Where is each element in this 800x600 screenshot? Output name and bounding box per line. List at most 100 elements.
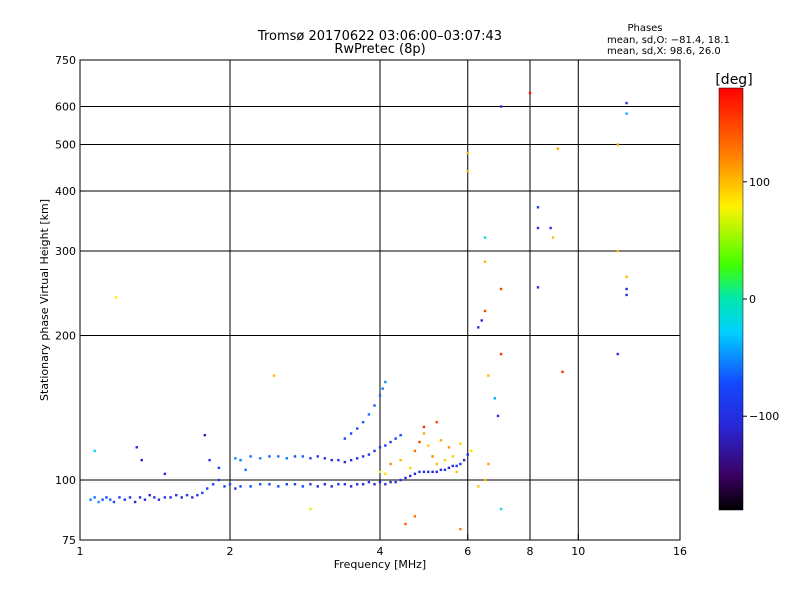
echo-point-s0-64 (447, 466, 451, 470)
echo-point-s1-4 (268, 455, 271, 458)
echo-point-s0-2 (97, 500, 100, 504)
echo-point-s0-53 (399, 478, 402, 482)
echo-point-s3-4 (413, 449, 417, 453)
echo-point-s0-13 (148, 493, 151, 497)
echo-point-s5-3 (480, 319, 483, 322)
echo-point-s0-46 (361, 483, 365, 486)
y-tick-label-750: 750 (55, 54, 76, 67)
echo-point-s4-3 (163, 472, 167, 476)
x-tick-label-8: 8 (527, 545, 534, 558)
echo-point-s0-29 (234, 487, 237, 490)
legend-title: Phases (627, 23, 662, 34)
echo-point-s0-52 (394, 480, 397, 484)
echo-point-s0-10 (133, 500, 137, 504)
echo-point-s0-25 (211, 483, 215, 486)
echo-point-s1-5 (277, 455, 280, 458)
echo-point-s0-68 (462, 458, 466, 462)
echo-point-s0-36 (293, 483, 297, 486)
echo-point-s2-8 (384, 380, 387, 384)
echo-point-s1-6 (285, 457, 288, 460)
y-tick-label-200: 200 (55, 330, 76, 343)
echo-point-s5-14 (536, 206, 540, 209)
echo-point-s4-5 (208, 458, 211, 462)
echo-point-s5-10 (499, 105, 503, 108)
echo-point-s3-3 (409, 466, 412, 470)
echo-point-s3-11 (443, 458, 447, 462)
echo-point-s1-17 (361, 455, 365, 458)
echo-point-s0-44 (349, 485, 353, 488)
colorbar-tick-label-100: 100 (749, 176, 770, 189)
echo-point-s5-16 (536, 286, 540, 289)
echo-point-s0-18 (175, 493, 178, 497)
echo-point-s3-2 (399, 458, 402, 462)
echo-point-s3-8 (431, 455, 434, 458)
echo-point-s3-1 (389, 462, 392, 466)
echo-point-s0-39 (316, 485, 319, 488)
echo-point-s1-10 (316, 455, 319, 458)
echo-point-s5-33 (470, 449, 473, 453)
echo-point-s1-9 (309, 457, 312, 460)
echo-point-s3-0 (378, 470, 382, 474)
y-tick-label-75: 75 (62, 534, 76, 547)
echo-point-s4-9 (217, 466, 221, 470)
echo-point-s5-18 (551, 236, 555, 239)
echo-point-s5-6 (483, 260, 487, 263)
echo-point-s4-10 (244, 468, 247, 472)
legend-line-x: mean, sd,X: 98.6, 26.0 (607, 46, 721, 57)
echo-point-s3-12 (447, 446, 451, 449)
echo-point-s5-13 (528, 91, 532, 95)
echo-point-s5-4 (483, 309, 487, 313)
echo-point-s5-23 (616, 352, 619, 356)
x-tick-label-2: 2 (227, 545, 234, 558)
plot-area-frame (79, 59, 681, 541)
echo-point-s0-19 (180, 496, 183, 499)
echo-point-s0-59 (427, 470, 430, 474)
y-tick-label-600: 600 (55, 101, 76, 114)
echo-point-s5-12 (499, 352, 503, 356)
echo-point-s0-3 (101, 498, 104, 501)
echo-point-s0-54 (404, 476, 407, 480)
x-tick-label-10: 10 (571, 545, 585, 558)
echo-point-s0-32 (259, 483, 262, 486)
echo-point-s5-19 (556, 147, 560, 150)
echo-point-s1-20 (378, 446, 382, 449)
echo-point-s0-41 (330, 485, 333, 488)
echo-point-s2-2 (355, 427, 359, 430)
echo-point-s1-0 (234, 457, 237, 460)
echo-point-s3-15 (459, 442, 462, 445)
echo-point-s4-6 (272, 374, 276, 377)
echo-point-s1-13 (337, 458, 340, 462)
echo-point-s5-9 (496, 414, 500, 418)
echo-point-s0-7 (118, 496, 121, 499)
echo-point-s0-5 (109, 498, 112, 501)
echo-point-s3-10 (439, 439, 443, 442)
echo-point-s0-48 (373, 483, 376, 486)
echo-point-s0-14 (153, 496, 156, 499)
echo-point-s0-9 (128, 496, 132, 499)
x-tick-label-6: 6 (464, 545, 471, 558)
echo-point-s0-50 (384, 483, 387, 486)
y-tick-label-300: 300 (55, 245, 76, 258)
echo-point-s0-61 (435, 470, 438, 474)
echo-point-s5-32 (487, 462, 490, 466)
echo-point-s4-7 (309, 507, 312, 511)
echo-point-s2-5 (373, 404, 376, 407)
echo-point-s1-2 (249, 455, 252, 458)
echo-point-s1-23 (394, 437, 397, 440)
echo-point-s0-55 (409, 474, 412, 478)
echo-point-s1-21 (384, 444, 387, 447)
echo-point-s1-18 (367, 453, 371, 456)
echo-point-s0-11 (138, 496, 142, 499)
echo-point-s0-21 (191, 496, 194, 499)
echo-point-s0-16 (163, 496, 167, 499)
echo-point-s1-22 (389, 440, 392, 444)
echo-point-s0-28 (228, 483, 232, 486)
x-tick-label-16: 16 (673, 545, 687, 558)
echo-point-s0-67 (459, 462, 462, 466)
colorbar-label: [deg] (715, 72, 752, 88)
echo-point-s0-42 (337, 483, 340, 486)
echo-point-s5-25 (625, 112, 628, 115)
echo-point-s0-66 (455, 464, 458, 468)
echo-point-s4-8 (114, 296, 118, 299)
echo-point-s0-12 (143, 498, 147, 501)
